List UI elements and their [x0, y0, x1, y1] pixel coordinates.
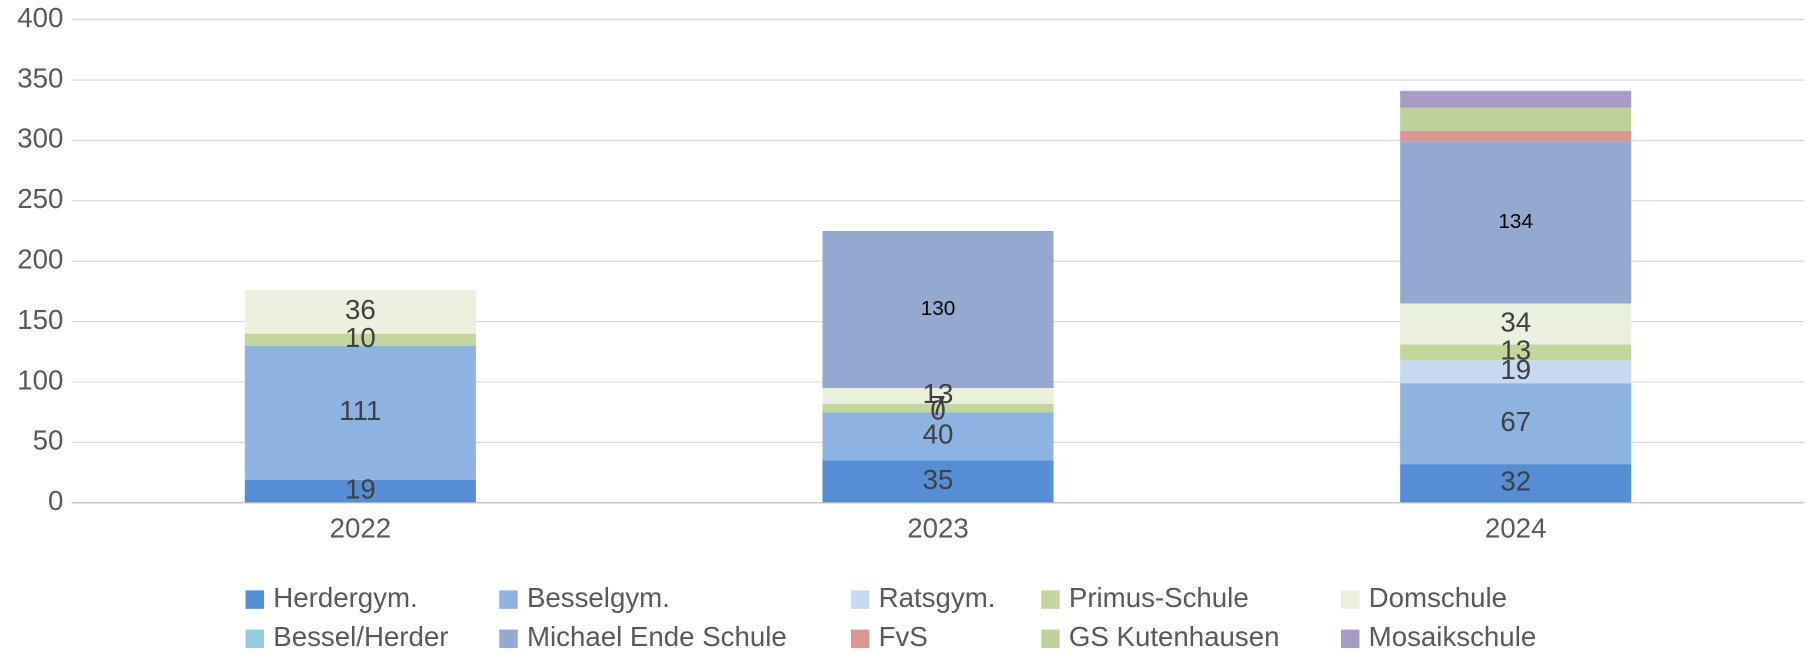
bar-segment	[1400, 344, 1632, 361]
x-tick-label: 2023	[907, 513, 969, 544]
y-tick-label: 200	[17, 244, 63, 275]
y-tick-label: 50	[33, 425, 64, 456]
data-label: 34	[1500, 306, 1531, 337]
legend-label: Herdergym.	[273, 582, 417, 613]
legend-label: Mosaikschule	[1369, 621, 1537, 652]
y-tick-label: 350	[17, 62, 63, 93]
y-tick-label: 300	[17, 123, 63, 154]
legend-swatch	[499, 629, 518, 649]
data-label: 36	[345, 294, 376, 325]
legend-label: Ratsgym.	[879, 582, 996, 613]
data-label: 35	[923, 464, 954, 495]
data-label: 13	[923, 378, 954, 409]
data-label: 0	[930, 394, 945, 425]
data-label: 130	[921, 297, 956, 320]
bar-segment	[822, 403, 1054, 413]
y-tick-label: 0	[48, 485, 63, 516]
bar-segment	[822, 388, 1054, 404]
data-label: 7	[930, 390, 945, 421]
bar-segment	[822, 231, 1054, 389]
legend-label: FvS	[879, 621, 928, 652]
y-tick-label: 150	[17, 304, 63, 335]
bar-segment	[1400, 464, 1632, 503]
y-tick-label: 100	[17, 364, 63, 395]
legend-label: Michael Ende Schule	[527, 621, 787, 652]
legend-swatch	[1341, 590, 1360, 609]
bar-segment	[1400, 360, 1632, 384]
legend-label: Bessel/Herder	[273, 621, 448, 652]
legend-swatch	[850, 629, 870, 649]
legend-label: Besselgym.	[527, 582, 670, 613]
bar-segment	[1400, 303, 1632, 345]
x-tick-label: 2022	[330, 513, 392, 544]
data-label: 13	[1500, 335, 1531, 366]
data-label: 19	[1500, 354, 1531, 385]
bar-segment	[244, 333, 476, 346]
legend-label: GS Kutenhausen	[1069, 621, 1280, 652]
data-label: 40	[923, 419, 954, 450]
data-label: 134	[1498, 210, 1533, 233]
bar-segment	[1400, 383, 1632, 465]
bar-segment	[1400, 107, 1632, 131]
bar-segment	[244, 479, 476, 503]
y-tick-label: 250	[17, 183, 63, 214]
legend-label: Domschule	[1369, 582, 1507, 613]
data-label: 32	[1500, 466, 1531, 497]
bar-segment	[1400, 130, 1632, 142]
data-label: 67	[1500, 406, 1531, 437]
bar-segment	[1400, 90, 1632, 108]
legend-swatch	[1041, 629, 1060, 649]
legend-swatch	[850, 590, 870, 609]
x-tick-label: 2024	[1485, 513, 1547, 544]
legend-swatch	[499, 590, 518, 609]
data-label: 10	[345, 322, 376, 353]
legend-swatch	[245, 629, 265, 649]
legend-swatch	[245, 590, 265, 609]
data-label: 111	[339, 395, 381, 426]
y-tick-label: 400	[17, 2, 63, 33]
bar-segment	[1400, 141, 1632, 304]
bar-segment	[244, 290, 476, 334]
legend-swatch	[1041, 590, 1060, 609]
bar-segment	[822, 412, 1054, 461]
bar-segment	[244, 345, 476, 480]
bar-segment	[822, 460, 1054, 503]
legend-swatch	[1341, 629, 1360, 649]
legend-label: Primus-Schule	[1069, 582, 1249, 613]
data-label: 19	[345, 474, 376, 505]
